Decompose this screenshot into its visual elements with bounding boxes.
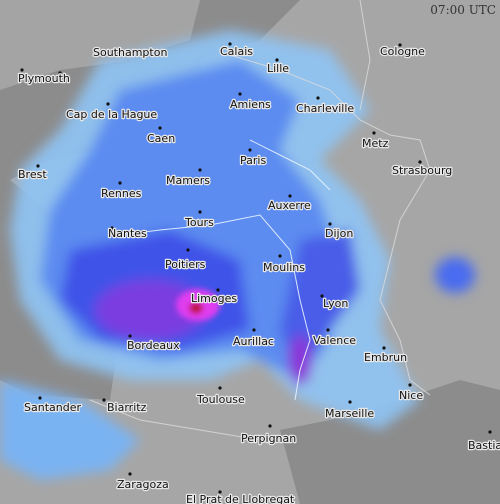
city-dot: [218, 386, 222, 390]
city-label: Cap de la Hague: [66, 108, 157, 121]
city-dot: [348, 400, 352, 404]
rivers: [119, 139, 331, 401]
city-label: Limoges: [191, 292, 237, 305]
city-dot: [275, 58, 279, 62]
city-dot: [320, 294, 324, 298]
city-label: Paris: [240, 154, 266, 167]
city-dot: [268, 424, 272, 428]
city-label: Marseille: [325, 407, 374, 420]
city-label: Lille: [267, 62, 289, 75]
city-dot: [252, 328, 256, 332]
city-label: Brest: [18, 168, 47, 181]
city-dot: [398, 43, 402, 47]
city-label: Poitiers: [165, 258, 206, 271]
city-dot: [110, 226, 114, 230]
city-dot: [288, 194, 292, 198]
city-dot: [186, 248, 190, 252]
city-label: Calais: [220, 45, 253, 58]
city-label: Southampton: [93, 46, 167, 59]
borders: [89, 0, 431, 441]
city-label: Valence: [313, 334, 356, 347]
city-label: Caen: [147, 132, 175, 145]
city-dot: [118, 181, 122, 185]
intense-rain-east: [288, 335, 312, 385]
city-label: Biarritz: [107, 401, 147, 414]
city-label: Dijon: [325, 227, 353, 240]
city-label: Bastia: [468, 439, 500, 452]
city-dot: [372, 131, 376, 135]
city-label: Amiens: [230, 98, 271, 111]
city-dot: [488, 430, 492, 434]
city-dot: [328, 222, 332, 226]
england: [0, 0, 200, 90]
city-label: Bordeaux: [127, 339, 180, 352]
city-dot: [128, 472, 132, 476]
city-dot: [418, 160, 422, 164]
city-dot: [128, 334, 132, 338]
intense-rain: [95, 280, 205, 340]
city-label: Tours: [184, 216, 214, 229]
city-dot: [198, 210, 202, 214]
city-label: Cologne: [380, 45, 425, 58]
city-label: Auxerre: [268, 199, 311, 212]
city-label: Zaragoza: [117, 478, 169, 491]
city-dot: [106, 102, 110, 106]
city-label: Strasbourg: [392, 164, 452, 177]
timestamp: 07:00 UTC: [430, 3, 496, 17]
city-dot: [198, 168, 202, 172]
city-dot: [58, 71, 62, 75]
city-dot: [326, 328, 330, 332]
city-label: Mamers: [166, 174, 210, 187]
city-dot: [238, 92, 242, 96]
city-label: Nice: [399, 389, 423, 402]
city-dot: [316, 96, 320, 100]
city-label: Charleville: [296, 102, 354, 115]
city-dot: [20, 68, 24, 72]
city-dot: [216, 288, 220, 292]
city-dot: [278, 254, 282, 258]
city-dot: [408, 383, 412, 387]
city-dot: [102, 398, 106, 402]
city-dot: [218, 490, 222, 494]
city-dot: [38, 396, 42, 400]
mediterranean: [280, 380, 500, 504]
city-label: Perpignan: [241, 432, 296, 445]
city-dot: [228, 42, 232, 46]
city-dot: [248, 148, 252, 152]
city-label: Santander: [24, 401, 81, 414]
city-label: Moulins: [263, 261, 305, 274]
city-label: Toulouse: [196, 393, 245, 406]
extreme-rain: [189, 302, 203, 314]
city-label: Plymouth: [18, 72, 70, 85]
city-dot: [36, 164, 40, 168]
city-label: Embrun: [364, 351, 407, 364]
light-rain-south: [0, 380, 140, 480]
city-label: Nantes: [108, 227, 147, 240]
city-label: Lyon: [323, 297, 348, 310]
city-label: Metz: [362, 137, 389, 150]
city-label: El Prat de Llobregat: [186, 493, 295, 504]
city-label: Rennes: [101, 187, 142, 200]
city-label: Aurillac: [233, 335, 274, 348]
city-dot: [158, 126, 162, 130]
rain-alps: [435, 257, 475, 293]
city-dot: [382, 346, 386, 350]
